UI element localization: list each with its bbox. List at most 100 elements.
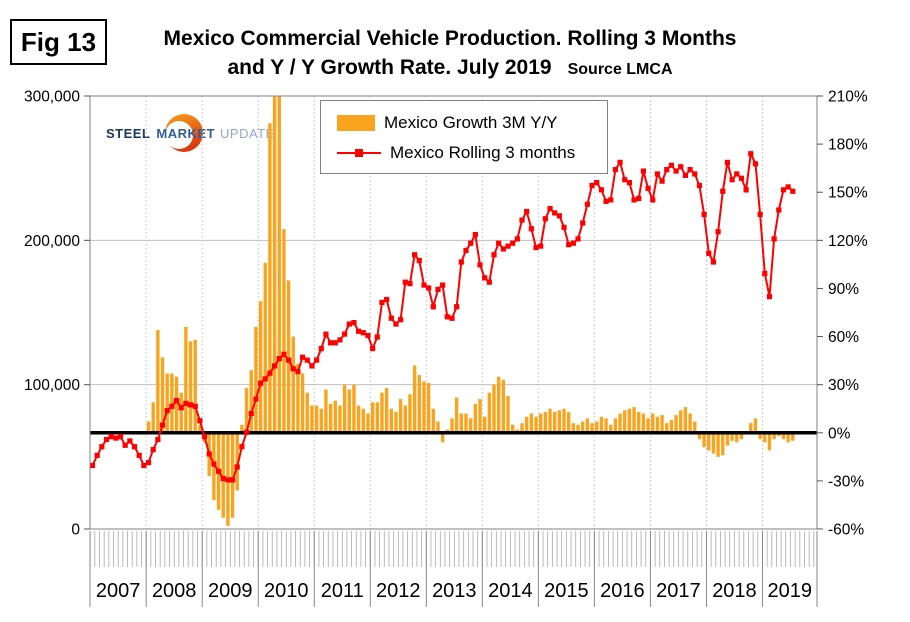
line-marker: [267, 370, 273, 376]
growth-bar: [641, 413, 646, 433]
growth-bar: [552, 411, 557, 433]
growth-bar: [576, 424, 580, 433]
chart-legend: Mexico Growth 3M Y/Y Mexico Rolling 3 mo…: [320, 100, 608, 174]
line-marker: [192, 403, 198, 409]
year-label: 2013: [432, 580, 477, 602]
growth-bar: [296, 363, 300, 433]
growth-bar: [333, 400, 337, 433]
growth-bar: [193, 339, 197, 433]
steel-market-update-logo: STEEL MARKET UPDATE: [106, 110, 274, 156]
line-marker: [426, 285, 432, 291]
year-label: 2012: [376, 580, 421, 602]
line-marker: [458, 259, 464, 265]
growth-bar: [627, 408, 632, 433]
line-marker: [239, 444, 245, 450]
growth-bar: [286, 280, 291, 433]
growth-bar: [758, 432, 762, 440]
line-marker: [468, 240, 474, 246]
line-marker: [678, 164, 684, 170]
line-marker: [285, 357, 292, 363]
right-axis-label: 120%: [828, 233, 868, 250]
growth-bar: [384, 387, 389, 433]
growth-bar: [403, 405, 408, 433]
line-marker: [482, 275, 488, 281]
legend-label-rolling: Mexico Rolling 3 months: [390, 143, 576, 162]
growth-bar: [291, 336, 295, 433]
line-marker: [416, 257, 422, 264]
growth-bar: [473, 403, 478, 433]
line-marker: [220, 475, 226, 482]
line-marker: [514, 236, 520, 242]
growth-bar: [300, 373, 305, 433]
growth-bar: [683, 407, 688, 433]
line-marker: [141, 462, 147, 469]
chart-title: Mexico Commercial Vehicle Production. Ro…: [95, 24, 805, 84]
growth-bar: [235, 432, 239, 491]
line-marker: [127, 438, 133, 444]
line-marker: [706, 250, 712, 256]
growth-bar: [240, 424, 244, 433]
line-marker: [290, 366, 296, 372]
growth-bar: [707, 432, 711, 451]
left-axis-label: 300,000: [24, 89, 80, 106]
growth-bar: [646, 418, 650, 433]
growth-bar: [655, 416, 660, 433]
growth-bar: [524, 416, 529, 433]
line-marker: [113, 435, 119, 441]
line-marker: [318, 345, 324, 352]
growth-bar: [426, 383, 431, 433]
left-axis-label: 0: [71, 522, 80, 539]
line-marker: [757, 211, 763, 217]
line-marker: [253, 396, 259, 402]
line-marker: [215, 468, 222, 474]
growth-bar: [496, 376, 501, 433]
line-marker: [379, 299, 385, 305]
line-marker: [505, 243, 511, 249]
line-marker: [281, 351, 287, 357]
growth-bar: [557, 410, 562, 433]
growth-bar: [160, 357, 165, 433]
line-marker: [724, 159, 731, 165]
growth-bar: [328, 403, 333, 433]
line-marker: [687, 167, 693, 173]
growth-bar: [506, 395, 510, 433]
growth-bar: [188, 341, 193, 433]
growth-bar: [380, 392, 384, 433]
growth-bar: [454, 397, 459, 433]
line-marker: [183, 400, 189, 407]
line-marker: [561, 224, 567, 230]
line-marker: [421, 282, 427, 288]
growth-bar: [174, 376, 179, 433]
line-marker: [178, 405, 184, 411]
growth-bar: [688, 413, 692, 433]
line-marker: [402, 279, 408, 285]
line-marker: [229, 477, 236, 483]
year-label: 2019: [767, 580, 812, 602]
line-marker: [313, 357, 320, 363]
rolling-3m-line: [91, 150, 794, 481]
line-marker: [257, 380, 264, 386]
legend-item-rolling: Mexico Rolling 3 months: [337, 143, 575, 163]
line-marker: [659, 178, 665, 184]
line-marker: [150, 447, 156, 453]
growth-bar: [338, 405, 342, 433]
line-marker: [342, 331, 348, 337]
line-marker: [664, 167, 670, 173]
growth-bar: [342, 384, 347, 433]
line-marker: [248, 410, 254, 417]
line-marker: [500, 246, 506, 252]
growth-bar: [305, 392, 309, 433]
line-marker: [351, 320, 357, 326]
growth-bar: [739, 432, 744, 440]
growth-bar: [660, 415, 664, 433]
year-label: 2016: [600, 580, 645, 602]
line-marker: [780, 187, 787, 193]
line-marker: [692, 171, 698, 177]
growth-bar: [791, 432, 795, 441]
logo-word-steel: STEEL: [106, 126, 151, 141]
line-marker: [108, 434, 114, 440]
growth-bar: [669, 419, 674, 433]
growth-bar: [613, 418, 618, 433]
growth-bar: [165, 373, 169, 433]
